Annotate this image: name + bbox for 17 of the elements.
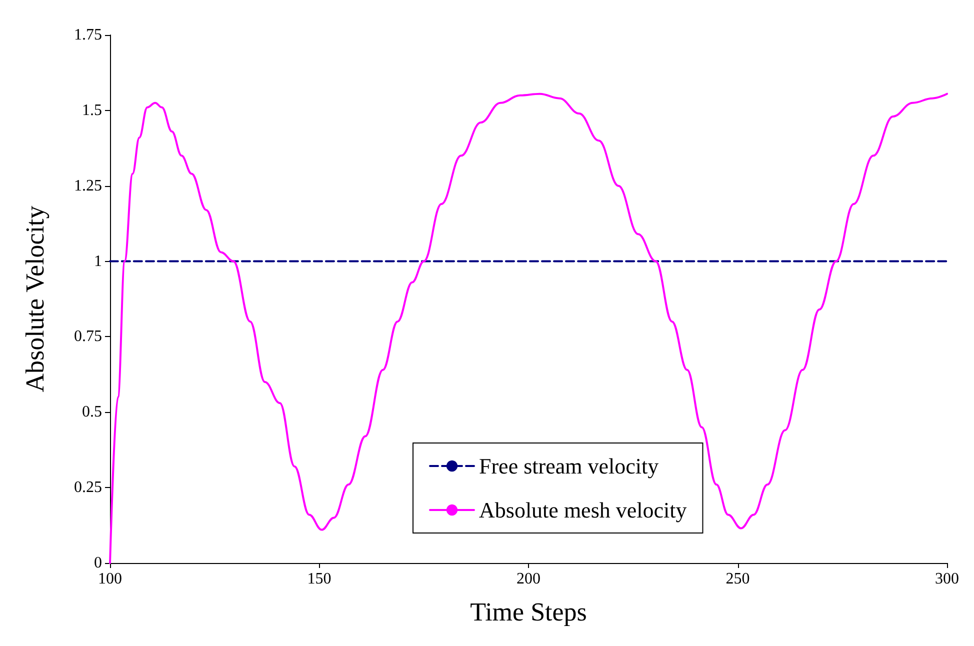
x-tick-label: 300 — [935, 570, 959, 588]
legend-label: Free stream velocity — [479, 454, 659, 478]
x-axis-title: Time Steps — [470, 598, 587, 626]
y-tick-label: 1.5 — [82, 102, 102, 119]
y-tick-label: 1.75 — [74, 26, 102, 44]
y-axis-title: Absolute Velocity — [20, 206, 50, 392]
y-tick-label: 0.25 — [74, 479, 102, 496]
y-tick-label: 0.75 — [74, 328, 102, 346]
x-tick-label: 200 — [516, 570, 540, 588]
y-tick-label: 1 — [94, 252, 102, 270]
y-tick-label: 1.25 — [74, 177, 102, 194]
legend-label: Absolute mesh velocity — [479, 498, 687, 522]
x-tick-label: 250 — [726, 570, 750, 588]
x-tick-label: 150 — [307, 570, 332, 588]
y-tick-label: 0 — [94, 554, 102, 572]
x-tick-label: 100 — [98, 570, 122, 588]
y-tick-label: 0.5 — [82, 404, 102, 421]
